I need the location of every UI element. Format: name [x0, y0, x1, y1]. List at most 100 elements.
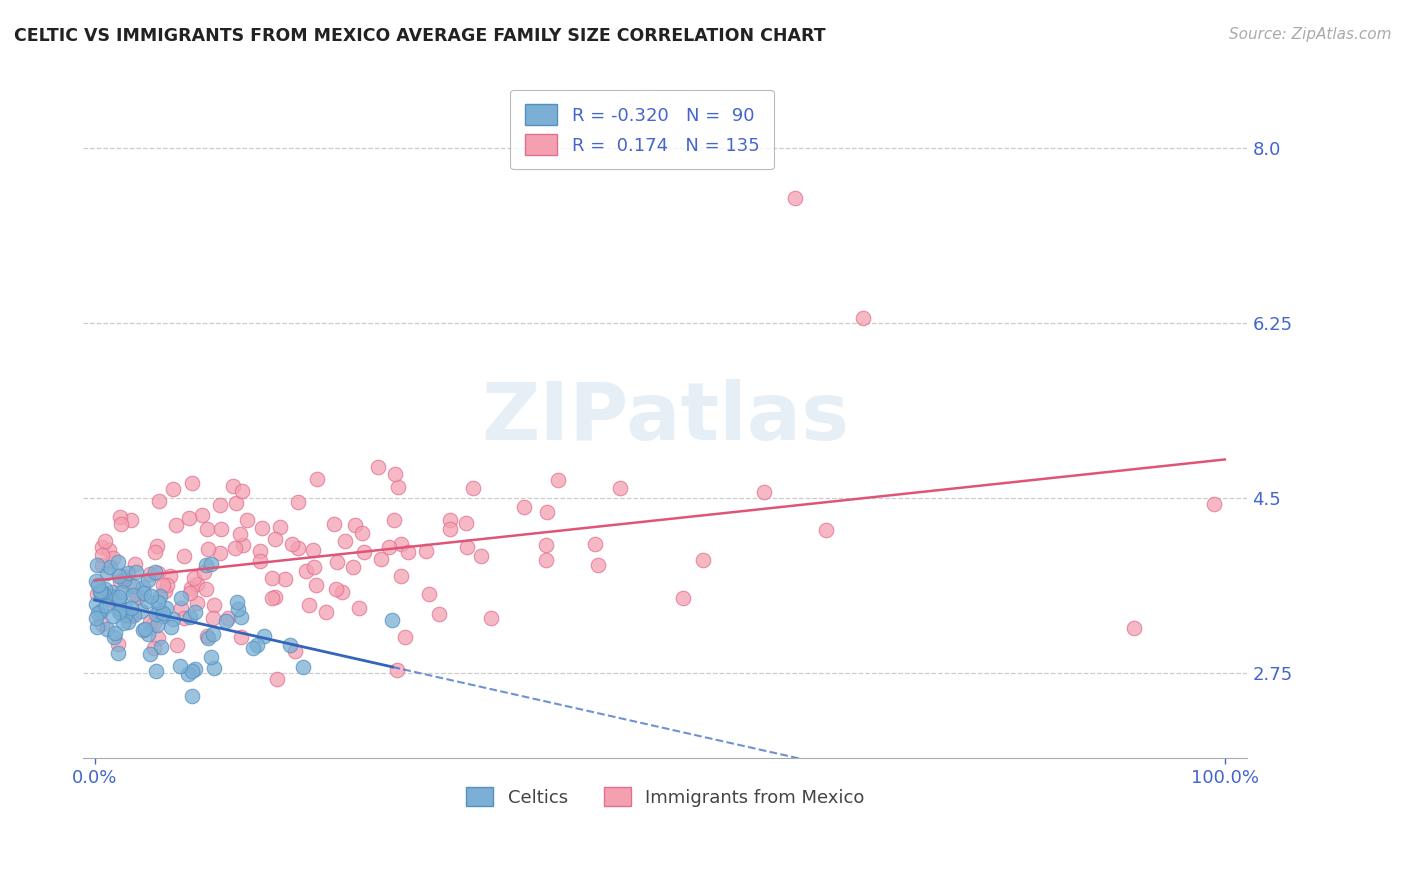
Point	[152, 609, 174, 624]
Point	[209, 522, 232, 536]
Point	[108, 568, 131, 582]
Point	[439, 513, 461, 527]
Point	[150, 640, 173, 655]
Point	[180, 665, 202, 679]
Point	[132, 586, 155, 600]
Point	[120, 513, 142, 527]
Point	[298, 598, 321, 612]
Point	[609, 481, 631, 495]
Point	[124, 557, 146, 571]
Point	[221, 479, 243, 493]
Point	[181, 690, 204, 704]
Point	[439, 522, 461, 536]
Point	[249, 554, 271, 568]
Point	[249, 544, 271, 558]
Point	[302, 542, 325, 557]
Point	[201, 611, 224, 625]
Point	[186, 596, 208, 610]
Point	[179, 511, 201, 525]
Point	[209, 546, 232, 560]
Point	[347, 601, 370, 615]
Point	[98, 590, 121, 604]
Point	[108, 510, 131, 524]
Point	[752, 485, 775, 500]
Point	[127, 589, 149, 603]
Point	[384, 467, 406, 482]
Point	[202, 598, 225, 612]
Point	[152, 607, 174, 621]
Point	[96, 623, 118, 637]
Point	[156, 578, 179, 592]
Point	[91, 540, 114, 554]
Text: Source: ZipAtlas.com: Source: ZipAtlas.com	[1229, 27, 1392, 42]
Point	[547, 473, 569, 487]
Point	[470, 549, 492, 563]
Point	[112, 569, 135, 583]
Point	[141, 590, 163, 604]
Point	[84, 574, 107, 588]
Point	[145, 664, 167, 678]
Point	[135, 594, 157, 608]
Point	[120, 601, 142, 615]
Point	[159, 619, 181, 633]
Point	[183, 571, 205, 585]
Point	[143, 566, 166, 580]
Point	[101, 594, 124, 608]
Point	[367, 460, 389, 475]
Point	[89, 584, 111, 599]
Point	[263, 532, 285, 546]
Point	[280, 537, 302, 551]
Point	[110, 516, 132, 531]
Point	[108, 590, 131, 604]
Point	[94, 599, 117, 614]
Point	[236, 513, 259, 527]
Point	[146, 595, 169, 609]
Point	[98, 560, 121, 574]
Point	[153, 583, 176, 598]
Point	[177, 667, 200, 681]
Point	[387, 480, 409, 494]
Point	[108, 593, 131, 607]
Point	[427, 607, 450, 621]
Point	[287, 495, 309, 509]
Point	[672, 591, 695, 605]
Point	[173, 611, 195, 625]
Point	[184, 605, 207, 619]
Point	[350, 525, 373, 540]
Point	[148, 566, 170, 580]
Point	[479, 611, 502, 625]
Point	[145, 607, 167, 622]
Point	[264, 591, 287, 605]
Point	[107, 555, 129, 569]
Point	[169, 601, 191, 615]
Point	[180, 581, 202, 595]
Point	[103, 608, 125, 623]
Point	[148, 632, 170, 646]
Point	[228, 602, 250, 616]
Point	[170, 591, 193, 606]
Point	[242, 641, 264, 656]
Point	[302, 559, 325, 574]
Point	[215, 615, 238, 629]
Point	[96, 566, 118, 581]
Point	[315, 605, 337, 619]
Point	[291, 660, 314, 674]
Point	[91, 586, 114, 600]
Text: CELTIC VS IMMIGRANTS FROM MEXICO AVERAGE FAMILY SIZE CORRELATION CHART: CELTIC VS IMMIGRANTS FROM MEXICO AVERAGE…	[14, 27, 825, 45]
Point	[143, 545, 166, 559]
Point	[224, 541, 246, 555]
Point	[295, 564, 318, 578]
Point	[173, 549, 195, 563]
Point	[94, 582, 117, 596]
Point	[132, 580, 155, 594]
Point	[179, 610, 201, 624]
Point	[87, 607, 110, 621]
Point	[232, 538, 254, 552]
Point	[226, 595, 249, 609]
Point	[121, 608, 143, 623]
Point	[253, 629, 276, 643]
Point	[110, 603, 132, 617]
Point	[169, 659, 191, 673]
Point	[305, 472, 328, 486]
Point	[110, 606, 132, 620]
